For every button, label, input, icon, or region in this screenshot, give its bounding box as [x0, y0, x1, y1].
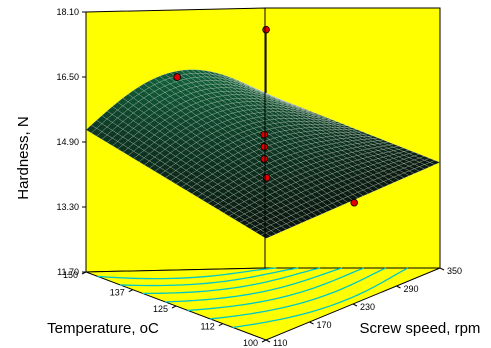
design-point: [262, 25, 270, 34]
x-axis-title: Screw speed, rpm: [360, 320, 481, 337]
y-tick-mark: [128, 289, 134, 293]
x-tick-label: 110: [273, 338, 287, 348]
x-tick-mark: [396, 285, 401, 289]
design-point: [260, 143, 269, 151]
y-tick-mark: [171, 305, 177, 309]
contour-line: [142, 267, 321, 295]
z-tick-label: 16.50: [56, 72, 79, 82]
contour-line: [97, 267, 277, 280]
z-axis-title: Hardness, N: [15, 116, 32, 199]
x-tick-mark: [309, 321, 314, 325]
y-tick-label: 150: [63, 270, 78, 280]
y-axis-title: Temperature, oC: [47, 320, 159, 337]
x-tick-label: 230: [360, 302, 375, 312]
y-tick-mark: [81, 271, 87, 275]
y-tick-label: 137: [110, 288, 125, 298]
z-tick-label: 14.90: [56, 137, 79, 147]
z-tick-label: 11.70: [57, 267, 79, 277]
response-surface: [85, 69, 441, 239]
x-tick-label: 290: [404, 284, 419, 294]
contour-line: [232, 267, 408, 329]
design-point: [173, 73, 182, 81]
y-tick-label: 112: [200, 322, 214, 332]
x-tick-mark: [439, 267, 445, 271]
z-tick-label: 13.30: [56, 202, 79, 212]
y-tick-mark: [261, 339, 267, 343]
floor-contours: [97, 267, 408, 329]
y-tick-label: 100: [243, 338, 258, 348]
design-point: [262, 173, 271, 182]
x-tick-mark: [265, 339, 271, 343]
contour-line: [165, 267, 343, 303]
contour-line: [120, 267, 299, 287]
axis-ticks: 11.70 13.30 14.90 16.50 18.10 100 112 125 137 150…: [56, 7, 462, 348]
x-tick-label: 350: [447, 266, 462, 276]
x-tick-mark: [352, 303, 358, 307]
design-point: [350, 198, 359, 207]
contour-line: [187, 267, 365, 312]
contour-line: [210, 267, 387, 320]
y-tick-label: 125: [153, 304, 168, 314]
z-tick-label: 18.10: [56, 7, 79, 17]
design-point: [260, 130, 269, 139]
design-point: [260, 155, 269, 163]
y-tick-mark: [218, 323, 224, 327]
x-tick-label: 170: [317, 320, 332, 330]
